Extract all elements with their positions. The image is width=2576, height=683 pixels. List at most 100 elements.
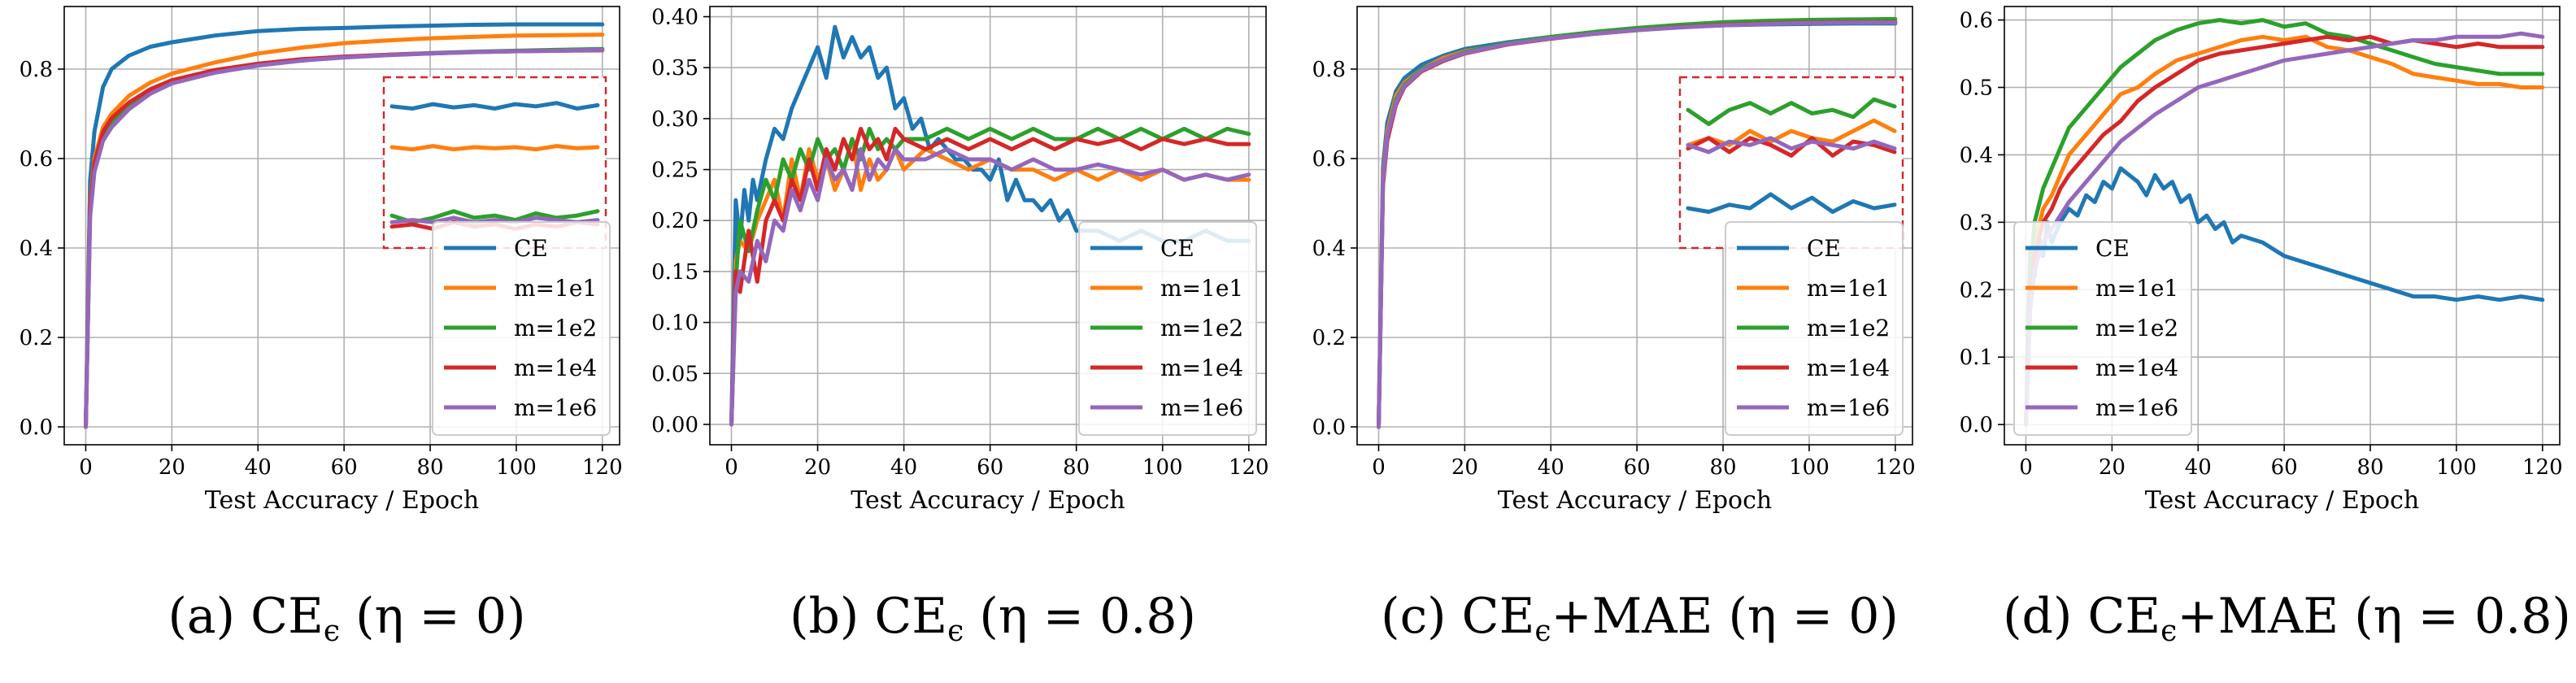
series-line-CE	[84, 22, 605, 429]
x-axis-label: Test Accuracy / Epoch	[2145, 486, 2419, 515]
series-line-m1e6	[1377, 20, 1898, 429]
x-tick-label: 80	[416, 455, 443, 480]
legend-entry-label: CE	[2095, 235, 2130, 262]
x-tick-label: 0	[2019, 455, 2033, 480]
inset-series-line-m1e2	[1686, 97, 1897, 126]
chart-panel-0: 0 20 40 60 80 100 120 0.0 0.2 0.4 0.6 0.8 Test Accur…	[20, 6, 623, 648]
x-tick-label: 20	[2099, 455, 2126, 480]
legend: CE m=1e1 m=1e2 m=1e4 m=1e6	[2013, 221, 2192, 436]
subplot-caption: (a) CEϵ (η = 0)	[168, 588, 526, 648]
x-tick-label: 120	[2522, 455, 2563, 480]
x-tick-label: 40	[890, 455, 917, 480]
y-tick-label: 0.30	[651, 107, 698, 132]
x-tick-label: 60	[977, 455, 1003, 480]
x-axis-label: Test Accuracy / Epoch	[1498, 486, 1772, 515]
legend: CE m=1e1 m=1e2 m=1e4 m=1e6	[1725, 221, 1904, 436]
chart-panel-3: 0 20 40 60 80 100 120 0.0 0.1 0.2 0.3 0.4 0.5 0.6 Test…	[1960, 6, 2571, 648]
legend-entry-label: m=1e4	[1807, 355, 1890, 381]
axes-frame	[63, 6, 620, 446]
x-tick-label: 80	[1063, 455, 1090, 480]
y-tick-label: 0.5	[1960, 76, 1993, 101]
legend-entry-label: m=1e6	[2095, 394, 2178, 421]
inset-series-line-m1e6	[389, 215, 600, 224]
legend-entry-label: m=1e1	[514, 275, 597, 302]
caption-main: (d) CE	[2003, 588, 2160, 645]
x-tick-label: 0	[79, 455, 93, 480]
legend-box	[2013, 221, 2192, 436]
caption-main: (c) CE	[1381, 588, 1534, 645]
caption-rest: (η = 0)	[340, 588, 525, 645]
inset-series-line-m1e6	[1686, 136, 1897, 154]
x-axis-label: Test Accuracy / Epoch	[851, 486, 1125, 515]
x-tick-label: 40	[245, 455, 272, 480]
y-tick-label: 0.00	[651, 413, 698, 437]
legend-entry-label: m=1e2	[2095, 315, 2178, 342]
legend-entry-label: m=1e6	[1160, 394, 1243, 421]
y-tick-label: 0.8	[1312, 58, 1346, 82]
series-line-m1e6	[84, 47, 605, 429]
subplot-caption: (d) CEϵ+MAE (η = 0.8)	[2003, 588, 2571, 648]
x-tick-label: 120	[1229, 455, 1269, 480]
legend-entry-label: CE	[1160, 235, 1194, 262]
y-tick-label: 0.8	[20, 58, 53, 82]
y-tick-label: 0.6	[1960, 9, 1993, 33]
axes-frame	[1356, 6, 1913, 446]
x-tick-label: 80	[1709, 455, 1736, 480]
y-tick-label: 0.3	[1960, 211, 1993, 235]
inset-series-line-m1e1	[1686, 118, 1897, 147]
legend-entry-label: m=1e1	[1807, 275, 1890, 302]
x-tick-label: 40	[2185, 455, 2212, 480]
caption-rest: +MAE (η = 0.8)	[2177, 588, 2571, 645]
x-tick-label: 80	[2356, 455, 2383, 480]
caption-subscript: ϵ	[324, 615, 340, 648]
y-tick-label: 0.4	[1312, 237, 1346, 261]
x-tick-label: 60	[331, 455, 358, 480]
legend-entry-label: m=1e2	[1160, 315, 1243, 342]
x-tick-label: 40	[1538, 455, 1564, 480]
x-tick-label: 100	[2436, 455, 2477, 480]
chart-panel-1: 0 20 40 60 80 100 120 0.00 0.05 0.10 0.15 0.20 0.25 0…	[651, 6, 1269, 648]
y-tick-label: 0.05	[651, 362, 698, 386]
series-line-m1e1	[2024, 34, 2545, 427]
y-tick-label: 0.0	[1312, 415, 1346, 440]
legend-box	[1078, 221, 1257, 436]
legend: CE m=1e1 m=1e2 m=1e4 m=1e6	[1078, 221, 1257, 436]
series-line-m1e2	[2024, 18, 2545, 427]
x-tick-label: 0	[1372, 455, 1386, 480]
series-line-m1e4	[729, 126, 1251, 427]
inset-series-line-CE	[1686, 192, 1897, 214]
y-tick-label: 0.6	[1312, 147, 1346, 172]
chart-panel-2: 0 20 40 60 80 100 120 0.0 0.2 0.4 0.6 0.8 Test Accur…	[1312, 6, 1916, 648]
caption-rest: (η = 0.8)	[964, 588, 1196, 645]
legend: CE m=1e1 m=1e2 m=1e4 m=1e6	[432, 221, 611, 436]
subplot-caption: (c) CEϵ+MAE (η = 0)	[1381, 588, 1899, 648]
legend-entry-label: m=1e4	[2095, 355, 2178, 381]
series-line-m1e6	[2024, 31, 2545, 427]
inset-series-line-m1e2	[389, 209, 600, 224]
caption-rest: +MAE (η = 0)	[1551, 588, 1899, 645]
y-tick-label: 0.20	[651, 209, 698, 233]
x-tick-label: 120	[582, 455, 623, 480]
y-tick-label: 0.0	[20, 415, 53, 440]
axes-frame	[709, 6, 1267, 446]
series-line-CE	[729, 24, 1251, 427]
legend-entry-label: m=1e1	[2095, 275, 2178, 302]
series-line-m1e6	[729, 147, 1251, 427]
x-tick-label: 20	[804, 455, 831, 480]
legend-box	[1725, 221, 1904, 436]
x-tick-label: 60	[2271, 455, 2298, 480]
x-tick-label: 100	[1789, 455, 1830, 480]
legend-entry-label: m=1e2	[1807, 315, 1890, 342]
x-tick-label: 20	[1451, 455, 1478, 480]
y-tick-label: 0.10	[651, 311, 698, 336]
legend-entry-label: m=1e4	[514, 355, 597, 381]
y-tick-label: 0.1	[1960, 346, 1993, 370]
inset-series-line-m1e4	[1686, 136, 1897, 158]
y-tick-label: 0.4	[1960, 143, 1993, 167]
legend-entry-label: CE	[514, 235, 548, 262]
y-tick-label: 0.0	[1960, 413, 1993, 437]
x-tick-label: 20	[159, 455, 185, 480]
inset-series-line-m1e1	[389, 144, 600, 152]
axes-frame	[2004, 6, 2561, 446]
